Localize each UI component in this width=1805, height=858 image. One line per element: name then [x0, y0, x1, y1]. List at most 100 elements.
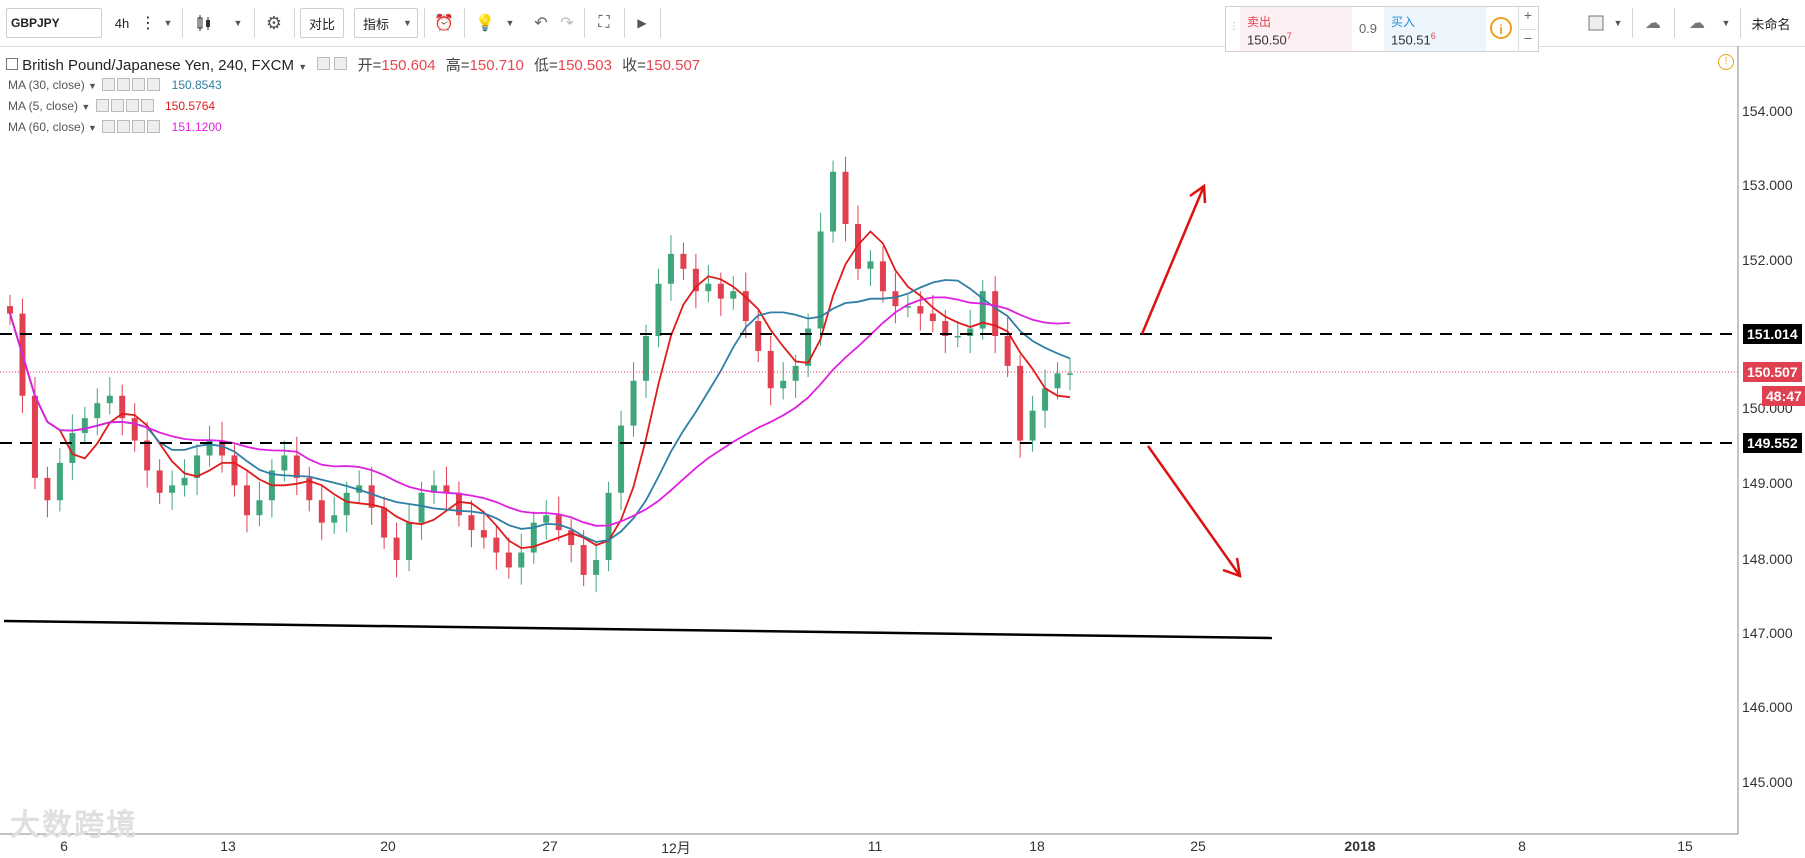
- time-label: 6: [60, 838, 68, 854]
- sell-label: 卖出: [1247, 15, 1272, 29]
- candle-body: [855, 224, 861, 269]
- alert-clock-icon[interactable]: ⏰: [434, 15, 454, 32]
- cloud-save-icon[interactable]: ☁: [1689, 15, 1705, 32]
- interval-dropdown-chevron-icon[interactable]: ▼: [163, 18, 173, 28]
- chart-style-chevron-icon[interactable]: ▼: [233, 18, 243, 28]
- price-label: 153.000: [1742, 177, 1793, 193]
- candle-body: [468, 515, 475, 531]
- low-label: 低=: [533, 57, 558, 74]
- legend-ma30[interactable]: MA (30, close) ▼ 150.8543: [8, 78, 222, 92]
- drawing-chevron-icon[interactable]: ▼: [1613, 18, 1623, 28]
- add-icon[interactable]: [125, 99, 139, 112]
- visibility-icon[interactable]: [317, 57, 331, 70]
- add-icon[interactable]: [132, 78, 146, 91]
- price-label: 154.000: [1742, 103, 1793, 119]
- minus-icon[interactable]: −: [1518, 29, 1537, 51]
- save-chevron-icon[interactable]: ▼: [1721, 18, 1731, 28]
- compare-button[interactable]: 对比: [300, 8, 344, 38]
- candle-body: [767, 350, 774, 389]
- plus-icon[interactable]: +: [1518, 7, 1537, 28]
- settings-icon[interactable]: [117, 120, 131, 133]
- candle-body: [406, 522, 413, 560]
- candle-body: [717, 283, 724, 299]
- settings-icon[interactable]: [110, 99, 124, 112]
- sell-button[interactable]: 卖出 150.507: [1240, 7, 1352, 51]
- time-label: 20: [380, 838, 396, 854]
- candle-body: [605, 492, 612, 560]
- candle-body: [817, 231, 824, 329]
- settings-icon[interactable]: [334, 57, 348, 70]
- redo-icon[interactable]: ↷: [560, 15, 574, 32]
- buy-button[interactable]: 买入 150.516: [1384, 7, 1486, 51]
- candle-body: [306, 477, 313, 501]
- candle-body: [94, 403, 101, 419]
- candle-body: [505, 552, 512, 568]
- candle-body: [917, 306, 924, 314]
- close-icon[interactable]: [147, 78, 161, 91]
- time-label: 25: [1190, 838, 1206, 854]
- visibility-icon[interactable]: [102, 78, 116, 91]
- collapse-icon[interactable]: [6, 58, 18, 70]
- candle-body: [194, 455, 201, 478]
- ma60-name: MA (60, close): [8, 120, 85, 134]
- undo-icon[interactable]: ↶: [534, 15, 548, 32]
- candle-style-icon[interactable]: [190, 8, 218, 38]
- interval-select[interactable]: 4h: [114, 15, 130, 31]
- visibility-icon[interactable]: [95, 99, 109, 112]
- close-label: 收=: [622, 57, 646, 74]
- candle-body: [580, 545, 587, 575]
- trend-line: [3, 619, 1273, 640]
- legend-ma5[interactable]: MA (5, close) ▼ 150.5764: [8, 99, 216, 113]
- title-chevron-icon[interactable]: ▼: [298, 62, 308, 72]
- candle-body: [1067, 373, 1073, 375]
- drag-handle-icon[interactable]: ⋮⋮: [1229, 21, 1249, 32]
- candle-body: [381, 507, 388, 538]
- ma60-line: [9, 296, 1071, 527]
- open-value: 150.604: [381, 57, 436, 74]
- countdown-tag: 48:47: [1762, 386, 1805, 406]
- play-icon[interactable]: ▶: [637, 16, 647, 30]
- time-label: 15: [1677, 838, 1693, 854]
- layout-name[interactable]: 未命名: [1751, 16, 1791, 32]
- symbol-input[interactable]: GBPJPY: [6, 8, 102, 38]
- add-icon[interactable]: [132, 120, 146, 133]
- candle-body: [343, 492, 350, 516]
- candle-body: [742, 291, 749, 322]
- drawing-rect-icon[interactable]: [1580, 8, 1612, 38]
- open-label: 开=: [357, 57, 382, 74]
- upper-level-tag: 151.014: [1743, 324, 1802, 344]
- visibility-icon[interactable]: [102, 120, 116, 133]
- arrow-down: [1146, 445, 1242, 578]
- candle-body: [805, 328, 812, 366]
- candle-body: [256, 500, 263, 516]
- close-icon[interactable]: [147, 120, 161, 133]
- bulb-chevron-icon[interactable]: ▼: [505, 18, 515, 28]
- candle-body: [942, 321, 949, 336]
- candle-body: [181, 477, 188, 486]
- price-label: 147.000: [1742, 625, 1793, 641]
- bulb-icon[interactable]: 💡: [475, 15, 495, 32]
- legend-ma60[interactable]: MA (60, close) ▼ 151.1200: [8, 120, 222, 134]
- candle-body: [780, 380, 787, 389]
- price-label: 152.000: [1742, 252, 1793, 268]
- cloud-load-icon[interactable]: ☁: [1645, 15, 1661, 32]
- spread-value: 0.9: [1358, 21, 1378, 36]
- gear-icon[interactable]: ⚙: [265, 12, 283, 33]
- time-label: 13: [220, 838, 236, 854]
- candle-body: [169, 485, 176, 493]
- candle-body: [992, 291, 999, 336]
- candle-body: [518, 552, 525, 568]
- ma5-value: 150.5764: [164, 99, 216, 113]
- indicators-button[interactable]: 指标 ▼: [354, 8, 418, 38]
- time-label: 12月: [661, 840, 691, 856]
- candle-body: [331, 515, 338, 523]
- more-dots-icon[interactable]: ⋮: [140, 15, 156, 32]
- warning-icon[interactable]: !: [1718, 54, 1734, 70]
- settings-icon[interactable]: [117, 78, 131, 91]
- info-icon[interactable]: i: [1490, 17, 1512, 39]
- candle-body: [1042, 388, 1049, 411]
- close-icon[interactable]: [140, 99, 154, 112]
- fullscreen-icon[interactable]: ⛶: [598, 14, 610, 31]
- candle-body: [356, 485, 363, 493]
